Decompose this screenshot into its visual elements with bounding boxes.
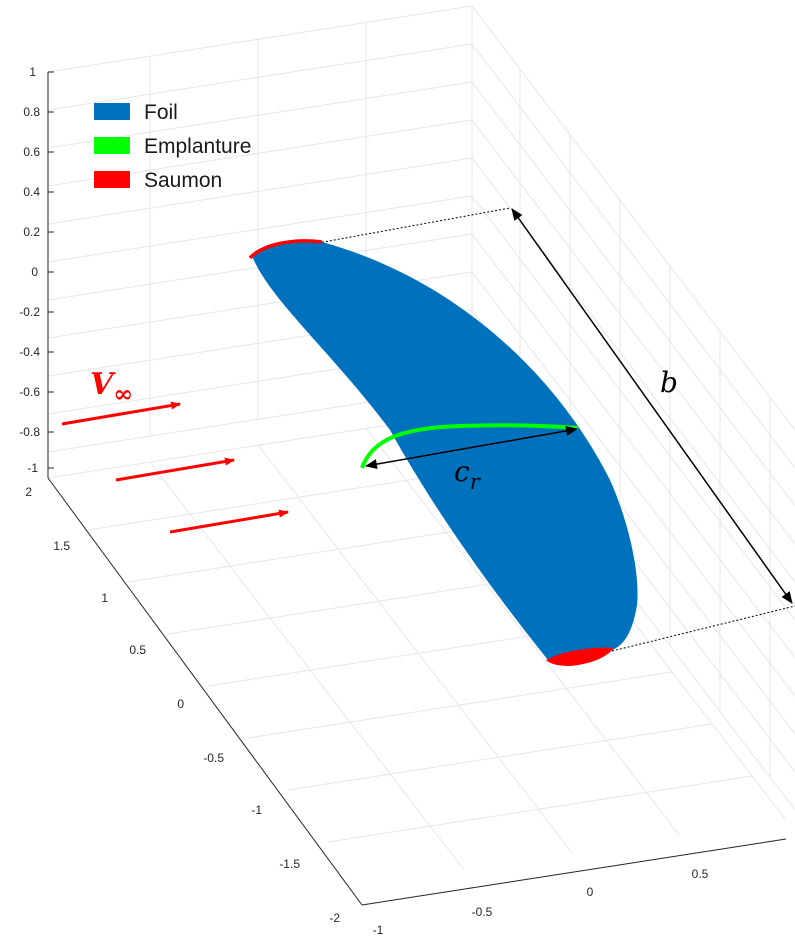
legend-swatch-emplanture <box>94 137 130 154</box>
y-tick-label: 1 <box>101 591 108 605</box>
z-tick-label: -0.8 <box>19 425 40 439</box>
y-tick-label: 0 <box>177 697 184 711</box>
y-tick-label: 2 <box>25 485 32 499</box>
z-tick-label: 0.4 <box>23 185 40 199</box>
y-tick-label: -1 <box>251 803 262 817</box>
chord-label: cr <box>454 455 482 494</box>
z-tick-label: 0.8 <box>23 105 40 119</box>
flow-arrow <box>61 401 181 426</box>
span-dimension-arrow <box>511 208 793 604</box>
axes <box>47 72 787 906</box>
legend: Foil Emplanture Saumon <box>94 101 251 192</box>
z-tick-label: 0.2 <box>23 225 40 239</box>
span-extension-lines <box>317 207 795 652</box>
x-tick-label: -1 <box>373 923 384 937</box>
legend-label-saumon: Saumon <box>144 169 222 192</box>
x-tick-label: 0 <box>587 885 594 899</box>
z-axis-ticks: 1 0.8 0.6 0.4 0.2 0 -0.2 -0.4 -0.6 -0.8 … <box>19 65 54 475</box>
tip-bottom-patch <box>546 647 614 666</box>
tip-top-edge <box>248 239 323 260</box>
z-tick-label: -0.6 <box>19 385 40 399</box>
legend-label-foil: Foil <box>144 101 178 124</box>
z-tick-label: -1 <box>27 461 38 475</box>
legend-swatch-foil <box>94 103 130 120</box>
y-tick-label: 1.5 <box>53 539 70 553</box>
z-tick-label: -0.4 <box>19 345 40 359</box>
legend-label-emplanture: Emplanture <box>144 135 251 158</box>
velocity-label: V∞ <box>90 367 133 408</box>
z-tick-label: 0 <box>31 265 38 279</box>
y-tick-label: 0.5 <box>129 643 146 657</box>
flow-arrows <box>61 401 289 534</box>
x-tick-label: -0.5 <box>472 905 493 919</box>
y-axis-line <box>47 477 363 906</box>
x-axis-ticks: -1 -0.5 0 0.5 <box>373 867 709 937</box>
y-axis-ticks: 2 1.5 1 0.5 0 -0.5 -1 -1.5 -2 <box>25 485 340 925</box>
y-tick-label: -1.5 <box>279 857 300 871</box>
flow-arrow <box>115 457 235 482</box>
span-label: b <box>660 366 678 399</box>
floor-grid <box>47 411 787 906</box>
y-tick-label: -0.5 <box>203 751 224 765</box>
legend-swatch-saumon <box>94 171 130 188</box>
flow-arrow <box>169 509 289 534</box>
x-axis-line <box>361 838 787 906</box>
z-tick-label: -0.2 <box>19 305 40 319</box>
x-tick-label: 0.5 <box>692 867 709 881</box>
z-tick-label: 0.6 <box>23 145 40 159</box>
z-tick-label: 1 <box>29 65 36 79</box>
y-tick-label: -2 <box>329 911 340 925</box>
